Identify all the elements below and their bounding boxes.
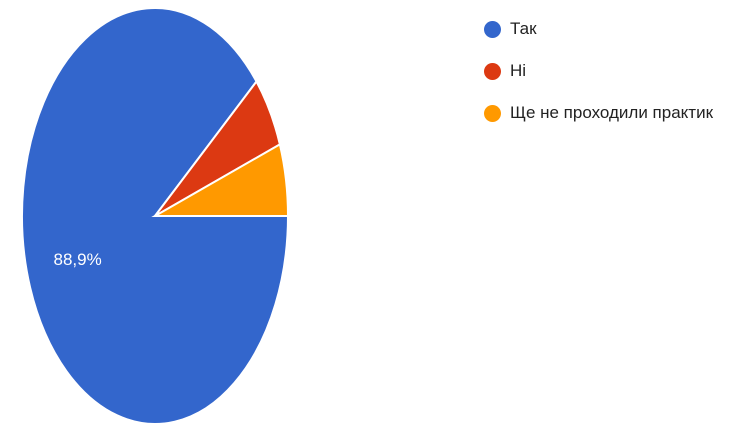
- legend-swatch-no-practice: [484, 104, 501, 122]
- legend-item-ni[interactable]: Ні: [484, 50, 713, 92]
- data-label-tak: 88,9%: [53, 250, 101, 269]
- legend-item-tak[interactable]: Так: [484, 8, 713, 50]
- chart-legend: Так Ні Ще не проходили практик: [484, 8, 713, 134]
- legend-label-no-practice: Ще не проходили практик: [510, 103, 714, 122]
- pie-slice-no-practice[interactable]: [151, 142, 290, 217]
- legend-swatch-tak: [484, 20, 501, 38]
- legend-label-ni: Ні: [510, 61, 527, 80]
- legend-item-no-practice[interactable]: Ще не проходили практик: [484, 92, 713, 134]
- legend-swatch-ni: [484, 62, 501, 80]
- legend-label-tak: Так: [510, 19, 537, 38]
